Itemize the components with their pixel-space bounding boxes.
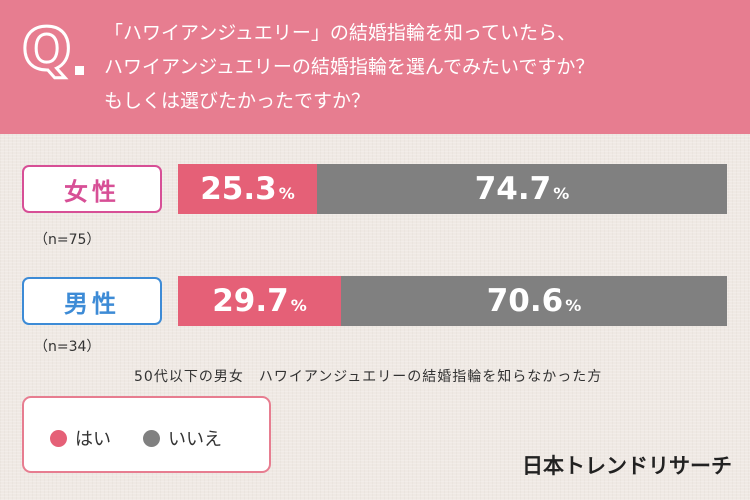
question-text: 「ハワイアンジュエリー」の結婚指輪を知っていたら、 ハワイアンジュエリーの結婚指… [104, 16, 744, 118]
legend-dot-yes [50, 429, 67, 447]
legend-item-yes: はい [50, 425, 111, 451]
bar-male: 29.7% 70.6% [178, 276, 727, 326]
bar-segment-no: 70.6% [341, 276, 727, 326]
sample-size-male: （n=34） [34, 339, 101, 355]
sample-size-female: （n=75） [34, 232, 101, 248]
question-header: Q 「ハワイアンジュエリー」の結婚指輪を知っていたら、 ハワイアンジュエリーの結… [0, 0, 750, 134]
legend-item-no: いいえ [143, 425, 222, 451]
data-label-unit: % [553, 183, 570, 203]
data-label-unit: % [278, 183, 295, 203]
question-line: ハワイアンジュエリーの結婚指輪を選んでみたいですか？ [104, 56, 595, 78]
question-line: 「ハワイアンジュエリー」の結婚指輪を知っていたら、 [104, 22, 576, 44]
legend-label-no: いいえ [168, 429, 222, 450]
data-label: 25.3 [200, 171, 277, 207]
bar-segment-no: 74.7% [317, 164, 727, 214]
category-label-female: 女性 [22, 165, 162, 213]
category-label-male: 男性 [22, 277, 162, 325]
bar-segment-yes: 25.3% [178, 164, 317, 214]
bar-female: 25.3% 74.7% [178, 164, 727, 214]
legend-label-yes: はい [75, 429, 111, 450]
question-line: もしくは選びたかったですか？ [104, 90, 371, 112]
data-label-unit: % [290, 295, 307, 315]
legend: はい いいえ [22, 396, 271, 473]
data-label: 29.7 [212, 283, 289, 319]
data-label-unit: % [565, 295, 582, 315]
q-mark: Q [20, 15, 72, 83]
q-dot [75, 66, 84, 75]
legend-dot-no [143, 429, 160, 447]
data-label: 70.6 [486, 283, 564, 319]
data-label: 74.7 [474, 171, 552, 207]
brand-logo: 日本トレンドリサーチ [522, 454, 732, 478]
footnote: 50代以下の男女 ハワイアンジュエリーの結婚指輪を知らなかった方 [134, 369, 603, 385]
bar-segment-yes: 29.7% [178, 276, 341, 326]
